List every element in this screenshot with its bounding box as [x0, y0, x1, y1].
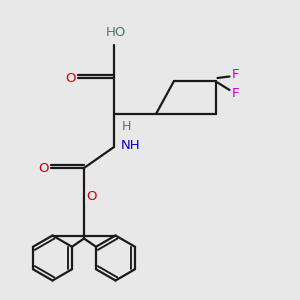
Text: NH: NH [121, 139, 140, 152]
Text: H: H [121, 119, 131, 133]
Text: F: F [232, 68, 239, 82]
Text: O: O [38, 161, 49, 175]
Text: O: O [86, 190, 97, 203]
Text: HO: HO [105, 26, 126, 40]
Text: O: O [65, 71, 76, 85]
Text: F: F [232, 86, 239, 100]
